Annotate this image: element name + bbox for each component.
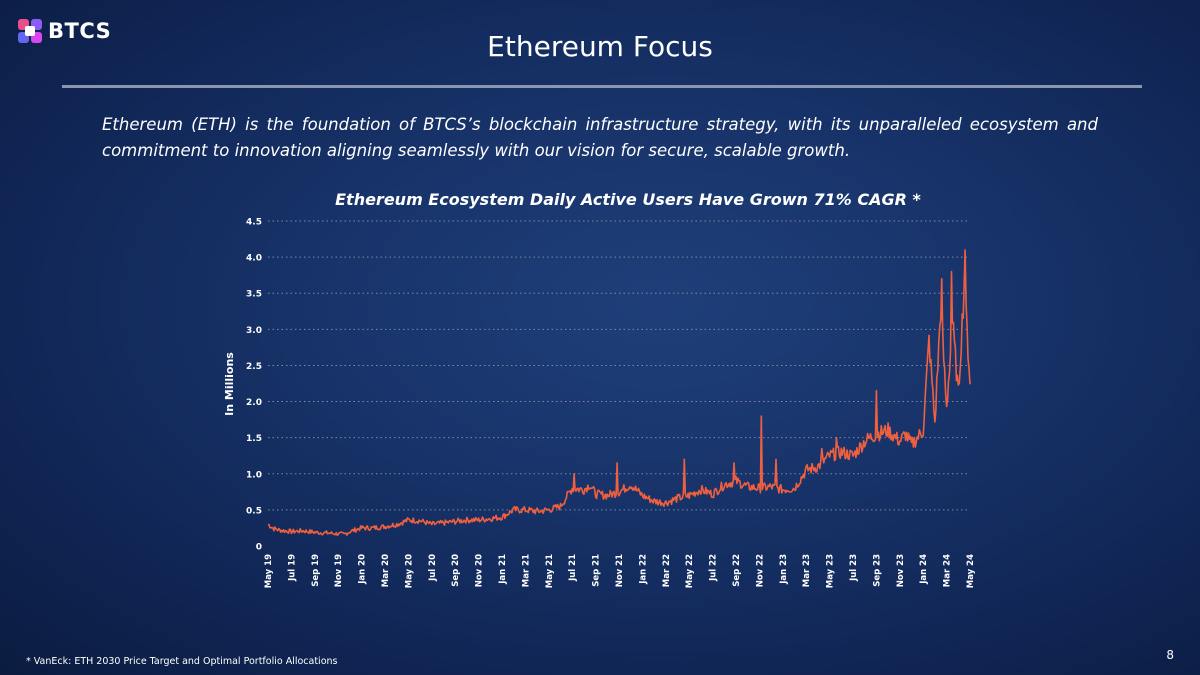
brand-logo[interactable]: BTCS (16, 17, 111, 45)
y-tick-label: 3.5 (246, 290, 262, 300)
x-tick-label: Nov 19 (334, 554, 344, 587)
x-tick-label: May 23 (826, 554, 836, 588)
brand-name: BTCS (48, 19, 112, 43)
y-tick-label: 0.5 (246, 506, 262, 516)
x-tick-label: Nov 21 (615, 554, 625, 587)
title-divider (62, 85, 1142, 88)
footnote: * VanEck: ETH 2030 Price Target and Opti… (26, 656, 338, 667)
y-tick-label: 0 (256, 543, 262, 553)
x-tick-label: May 22 (685, 554, 695, 588)
x-tick-label: Mar 22 (662, 554, 672, 587)
y-tick-label: 4.0 (246, 254, 262, 264)
y-tick-label: 1.0 (246, 470, 262, 480)
x-tick-label: Sep 23 (872, 554, 882, 587)
x-tick-label: Jan 24 (919, 554, 929, 585)
chart-title: Ethereum Ecosystem Daily Active Users Ha… (335, 190, 921, 209)
series-line-daily-active-users (267, 249, 971, 536)
x-tick-label: Jul 21 (568, 554, 578, 582)
x-tick-label: Nov 20 (475, 554, 485, 587)
y-tick-label: 4.5 (246, 218, 262, 228)
x-tick-label: May 19 (264, 554, 274, 588)
x-tick-label: Jan 22 (638, 554, 648, 585)
y-tick-label: 2.5 (246, 362, 262, 372)
x-tick-label: Mar 21 (521, 554, 531, 587)
y-tick-label: 1.5 (246, 434, 262, 444)
x-tick-label: Mar 23 (802, 554, 812, 587)
x-tick-label: Nov 23 (896, 554, 906, 587)
x-tick-label: May 24 (966, 554, 976, 588)
x-tick-label: Sep 22 (732, 554, 742, 587)
x-tick-label: Jul 19 (287, 554, 297, 582)
y-tick-label: 3.0 (246, 326, 262, 336)
x-tick-label: Jul 23 (849, 554, 859, 582)
x-tick-label: Sep 21 (592, 554, 602, 587)
intro-paragraph: Ethereum (ETH) is the foundation of BTCS… (102, 115, 1098, 160)
x-tick-label: Jul 20 (428, 554, 438, 582)
x-tick-label: Sep 19 (311, 554, 321, 587)
x-tick-label: Mar 20 (381, 554, 391, 587)
x-tick-label: Jan 23 (779, 554, 789, 585)
x-tick-label: Jan 21 (498, 554, 508, 585)
brand-mark-icon (18, 19, 42, 43)
x-tick-label: May 20 (404, 554, 414, 588)
x-tick-label: Jul 22 (709, 554, 719, 582)
y-axis-label: In Millions (223, 352, 236, 416)
page-number: 8 (1166, 648, 1174, 662)
x-tick-label: Nov 22 (755, 554, 765, 587)
x-tick-label: Jan 20 (358, 554, 368, 585)
slide-title: Ethereum Focus (487, 30, 713, 63)
x-tick-label: Mar 24 (943, 554, 953, 587)
y-tick-label: 2.0 (246, 398, 262, 408)
x-tick-label: Sep 20 (451, 554, 461, 587)
x-tick-label: May 21 (545, 554, 555, 588)
